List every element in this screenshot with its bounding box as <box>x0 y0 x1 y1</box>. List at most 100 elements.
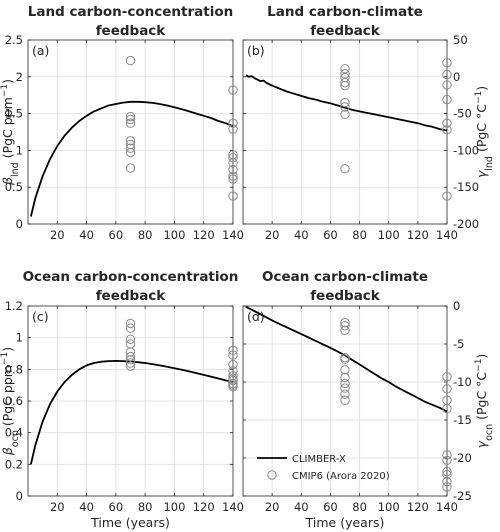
x-axis-label: Time (years) <box>90 515 170 530</box>
x-tick-label: 60 <box>109 228 124 242</box>
chart-title-line: feedback <box>310 23 381 39</box>
y-axis-label-close: ) <box>474 86 489 91</box>
scatter-point-cmip6 <box>340 77 350 88</box>
y-axis-label-close: ) <box>474 354 489 359</box>
scatter-point-cmip6 <box>340 383 350 393</box>
scatter-point-cmip6 <box>340 97 350 108</box>
scatter-point-cmip6 <box>125 355 136 365</box>
x-tick-label: 140 <box>436 500 458 514</box>
y-tick-label: -20 <box>453 451 472 465</box>
scatter-point-cmip6 <box>125 347 136 357</box>
legend-label: CMIP6 (Arora 2020) <box>292 471 390 482</box>
scatter-point-cmip6 <box>442 470 452 480</box>
scatter-point-cmip6 <box>340 72 350 83</box>
y-tick-label: 1.5 <box>5 107 23 121</box>
panel-label: (a) <box>32 43 49 58</box>
scatter-point-cmip6 <box>228 191 238 201</box>
scatter-point-cmip6 <box>228 153 238 163</box>
y-axis-label-sup: −1 <box>474 359 484 372</box>
y-tick-label: -10 <box>453 375 472 389</box>
plot-area-frame <box>242 305 448 497</box>
y-tick-label: 1 <box>16 143 23 157</box>
y-tick-label: 0 <box>16 217 23 231</box>
scatter-point-cmip6 <box>228 158 238 168</box>
scatter-point-cmip6 <box>442 466 452 477</box>
x-tick-label: 80 <box>138 228 153 242</box>
x-tick-label: 120 <box>407 228 429 242</box>
scatter-point-cmip6 <box>340 321 350 331</box>
x-tick-label: 140 <box>222 228 244 242</box>
scatter-point-cmip6 <box>442 455 452 465</box>
scatter-point-cmip6 <box>340 109 350 120</box>
scatter-point-cmip6 <box>228 124 238 134</box>
scatter-point-cmip6 <box>125 118 136 128</box>
scatter-point-cmip6 <box>442 94 452 105</box>
scatter-point-cmip6 <box>228 359 238 370</box>
scatter-point-cmip6 <box>442 384 452 394</box>
y-axis-label-sup: −1 <box>474 91 484 104</box>
scatter-point-cmip6 <box>125 136 136 146</box>
y-axis-label-sup: −1 <box>0 84 10 97</box>
scatter-point-cmip6 <box>228 350 238 360</box>
plot-area-frame <box>242 39 448 225</box>
y-tick-label: 2 <box>16 70 23 84</box>
panel-d: Ocean carbon-climate feedback 20 40 60 80 100 1… <box>242 269 495 530</box>
scatter-point-cmip6 <box>125 358 136 368</box>
scatter-point-cmip6 <box>228 382 238 392</box>
scatter-point-cmip6 <box>125 323 136 333</box>
y-tick-label: -5 <box>453 337 464 351</box>
y-tick-label: 0.6 <box>5 394 23 408</box>
chart-title-line: Land carbon-climate <box>267 4 423 20</box>
scatter-point-cmip6 <box>228 171 238 181</box>
chart-title-line: feedback <box>310 288 381 304</box>
scatter-point-cmip6 <box>340 365 350 375</box>
panel-c: Ocean carbon-concentration feedback 20 40 60… <box>0 269 244 530</box>
y-axis-label: βocn (PgC ppm−1) <box>0 347 21 456</box>
scatter-point-cmip6 <box>442 191 452 201</box>
x-tick-label: 100 <box>163 500 185 514</box>
scatter-point-cmip6 <box>340 64 350 74</box>
scatter-point-cmip6 <box>228 85 238 95</box>
plot-area-frame <box>27 39 234 225</box>
scatter-point-cmip6 <box>228 118 238 128</box>
y-tick-label: -50 <box>453 107 472 121</box>
scatter-point-cmip6 <box>442 450 452 460</box>
scatter-point-cmip6 <box>125 361 136 371</box>
scatter-point-cmip6 <box>125 163 136 173</box>
chart-title-line: Ocean carbon-concentration <box>23 269 239 285</box>
scatter-point-cmip6 <box>340 164 350 174</box>
y-axis-label-units: (PgC °C <box>474 372 489 424</box>
y-axis-label-sub: ocn <box>10 430 21 447</box>
x-tick-label: 120 <box>193 228 215 242</box>
y-tick-label: 0 <box>453 299 460 313</box>
scatter-point-cmip6 <box>442 125 452 135</box>
legend-marker-swatch <box>267 470 277 480</box>
scatter-point-cmip6 <box>340 354 350 364</box>
scatter-point-cmip6 <box>340 378 350 389</box>
y-axis-label-sub: lnd <box>10 162 21 177</box>
x-tick-label: 40 <box>79 228 94 242</box>
x-axis-label: Time (years) <box>305 515 385 530</box>
scatter-point-cmip6 <box>340 325 350 336</box>
y-tick-label: 50 <box>453 33 468 47</box>
y-axis-label-close: ) <box>0 347 15 352</box>
y-axis-label-sub: ocn <box>484 424 495 441</box>
series-line-climber-x <box>30 100 234 217</box>
y-tick-label: 0.5 <box>5 180 23 194</box>
y-axis-label-close: ) <box>0 79 15 84</box>
y-axis-label-sup: −1 <box>0 352 10 365</box>
scatter-point-cmip6 <box>125 351 136 362</box>
scatter-point-cmip6 <box>125 318 136 329</box>
x-tick-label: 20 <box>265 500 280 514</box>
x-tick-label: 80 <box>352 500 367 514</box>
y-tick-label: 1.2 <box>5 299 23 313</box>
scatter-point-cmip6 <box>125 143 136 153</box>
scatter-point-cmip6 <box>228 375 238 386</box>
scatter-point-cmip6 <box>125 55 136 66</box>
y-axis-label-sub: lnd <box>484 156 495 171</box>
y-axis-label-sym: β <box>0 447 15 456</box>
scatter-point-cmip6 <box>442 80 452 90</box>
x-tick-label: 40 <box>294 228 309 242</box>
y-axis-label: βlnd (PgC ppm−1) <box>0 79 21 186</box>
